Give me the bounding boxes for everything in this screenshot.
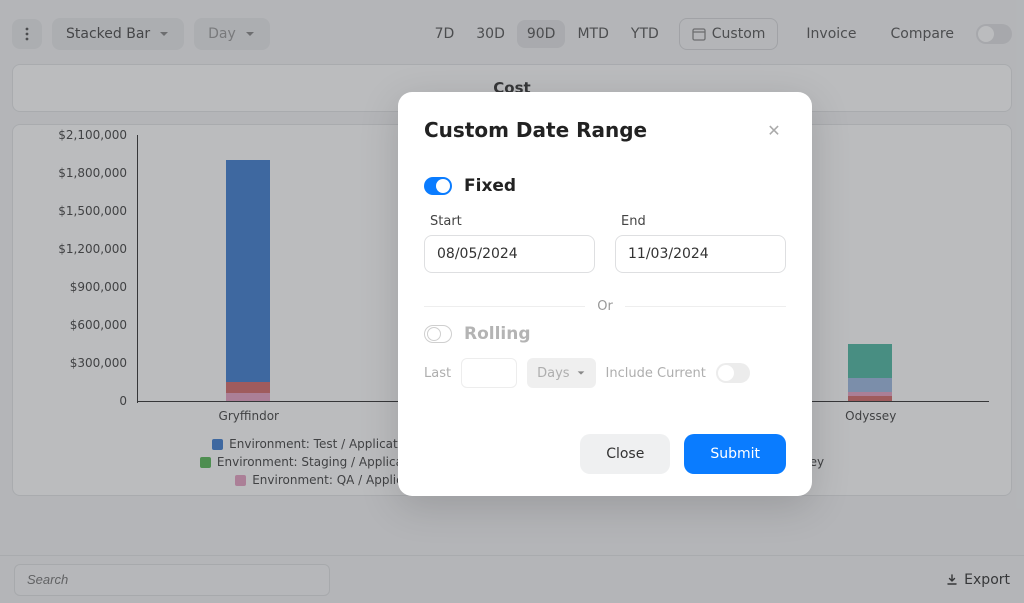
fixed-label: Fixed — [464, 176, 516, 196]
chevron-down-icon — [576, 368, 586, 378]
rolling-unit-select[interactable]: Days — [527, 358, 595, 388]
start-label: Start — [430, 214, 595, 229]
end-date-input[interactable] — [615, 235, 786, 273]
close-button[interactable]: Close — [580, 434, 670, 474]
fixed-mode-row[interactable]: Fixed — [424, 176, 786, 196]
rolling-toggle[interactable] — [424, 325, 452, 343]
rolling-controls: Last Days Include Current — [424, 358, 786, 388]
submit-button[interactable]: Submit — [684, 434, 786, 474]
include-current-label: Include Current — [606, 366, 706, 381]
custom-date-range-modal: Custom Date Range ✕ Fixed Start End Or R… — [398, 92, 812, 496]
close-icon[interactable]: ✕ — [762, 118, 786, 142]
last-label: Last — [424, 366, 451, 381]
or-label: Or — [597, 299, 613, 314]
include-current-switch[interactable] — [716, 363, 750, 383]
start-date-input[interactable] — [424, 235, 595, 273]
rolling-unit-label: Days — [537, 366, 569, 381]
modal-title: Custom Date Range — [424, 118, 647, 142]
end-label: End — [621, 214, 786, 229]
fixed-toggle[interactable] — [424, 177, 452, 195]
rolling-count-input[interactable] — [461, 358, 517, 388]
rolling-label: Rolling — [464, 324, 531, 344]
or-divider: Or — [424, 299, 786, 314]
rolling-mode-row[interactable]: Rolling — [424, 324, 786, 344]
